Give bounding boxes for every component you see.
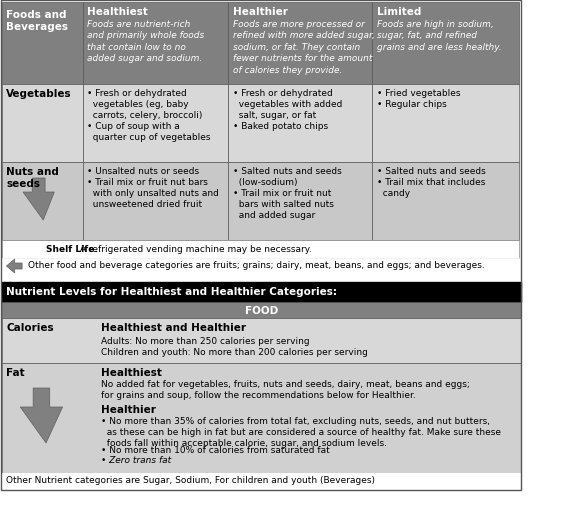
Text: • Fresh or dehydrated
  vegetables with added
  salt, sugar, or fat
• Baked pota: • Fresh or dehydrated vegetables with ad… — [233, 89, 343, 132]
Text: Limited: Limited — [377, 7, 421, 17]
FancyBboxPatch shape — [228, 84, 372, 162]
FancyBboxPatch shape — [372, 2, 519, 84]
Text: • Unsalted nuts or seeds
• Trail mix or fruit nut bars
  with only unsalted nuts: • Unsalted nuts or seeds • Trail mix or … — [87, 167, 219, 209]
Text: Healthiest: Healthiest — [101, 368, 162, 378]
Text: Vegetables: Vegetables — [6, 89, 72, 99]
Text: Healthier: Healthier — [101, 405, 156, 415]
Text: Foods are nutrient-rich
and primarily whole foods
that contain low to no
added s: Foods are nutrient-rich and primarily wh… — [87, 20, 204, 63]
Text: Foods are more processed or
refined with more added sugar,
sodium, or fat. They : Foods are more processed or refined with… — [233, 20, 375, 75]
Polygon shape — [20, 388, 62, 443]
Text: Healthier: Healthier — [233, 7, 288, 17]
Text: Healthiest and Healthier: Healthiest and Healthier — [101, 323, 247, 333]
Text: Nutrient Levels for Healthiest and Healthier Categories:: Nutrient Levels for Healthiest and Healt… — [6, 287, 337, 297]
FancyBboxPatch shape — [2, 258, 519, 274]
Text: Fat: Fat — [6, 368, 25, 378]
Text: Foods are high in sodium,
sugar, fat, and refined
grains and are less healthy.: Foods are high in sodium, sugar, fat, an… — [377, 20, 502, 52]
Text: • Fried vegetables
• Regular chips: • Fried vegetables • Regular chips — [377, 89, 460, 109]
FancyBboxPatch shape — [2, 84, 83, 162]
Text: FOOD: FOOD — [245, 306, 278, 316]
Polygon shape — [6, 259, 22, 273]
FancyBboxPatch shape — [228, 162, 372, 240]
FancyBboxPatch shape — [83, 162, 228, 240]
Text: Calories: Calories — [6, 323, 54, 333]
Text: A refrigerated vending machine may be necessary.: A refrigerated vending machine may be ne… — [77, 245, 312, 254]
FancyBboxPatch shape — [2, 162, 83, 240]
Text: No added fat for vegetables, fruits, nuts and seeds, dairy, meat, beans and eggs: No added fat for vegetables, fruits, nut… — [101, 380, 470, 400]
FancyBboxPatch shape — [2, 2, 83, 84]
Polygon shape — [23, 178, 55, 220]
Text: • Salted nuts and seeds
  (low-sodium)
• Trail mix or fruit nut
  bars with salt: • Salted nuts and seeds (low-sodium) • T… — [233, 167, 342, 220]
Text: • Zero trans fat: • Zero trans fat — [101, 456, 172, 465]
Text: Healthiest: Healthiest — [87, 7, 148, 17]
FancyBboxPatch shape — [2, 318, 521, 363]
Text: • Fresh or dehydrated
  vegetables (eg, baby
  carrots, celery, broccoli)
• Cup : • Fresh or dehydrated vegetables (eg, ba… — [87, 89, 211, 143]
FancyBboxPatch shape — [372, 162, 519, 240]
FancyBboxPatch shape — [2, 473, 521, 489]
FancyBboxPatch shape — [2, 282, 521, 302]
Text: Foods and
Beverages: Foods and Beverages — [6, 10, 69, 33]
Text: Shelf Life.: Shelf Life. — [46, 245, 98, 254]
Text: • Salted nuts and seeds
• Trail mix that includes
  candy: • Salted nuts and seeds • Trail mix that… — [377, 167, 485, 198]
Text: Adults: No more than 250 calories per serving: Adults: No more than 250 calories per se… — [101, 337, 310, 346]
FancyBboxPatch shape — [83, 2, 228, 84]
FancyBboxPatch shape — [2, 302, 521, 318]
FancyBboxPatch shape — [83, 84, 228, 162]
Text: Children and youth: No more than 200 calories per serving: Children and youth: No more than 200 cal… — [101, 348, 368, 357]
Text: Nuts and
seeds: Nuts and seeds — [6, 167, 59, 189]
FancyBboxPatch shape — [2, 240, 519, 258]
Text: Other Nutrient categories are Sugar, Sodium, For children and youth (Beverages): Other Nutrient categories are Sugar, Sod… — [6, 476, 375, 485]
Text: • No more than 35% of calories from total fat, excluding nuts, seeds, and nut bu: • No more than 35% of calories from tota… — [101, 417, 502, 448]
FancyBboxPatch shape — [228, 2, 372, 84]
FancyBboxPatch shape — [372, 84, 519, 162]
Text: Other food and beverage categories are fruits; grains; dairy, meat, beans, and e: Other food and beverage categories are f… — [28, 261, 485, 270]
FancyBboxPatch shape — [2, 363, 521, 473]
Text: • No more than 10% of calories from saturated fat: • No more than 10% of calories from satu… — [101, 446, 330, 455]
